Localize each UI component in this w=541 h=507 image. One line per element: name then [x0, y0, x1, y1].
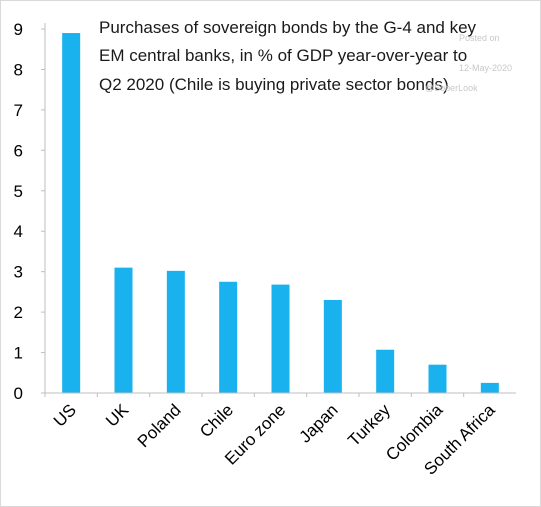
title-line-2: EM central banks, in % of GDP year-over-… — [99, 46, 467, 65]
bar-south-africa — [480, 382, 499, 393]
bar-turkey — [376, 349, 395, 393]
y-tick-label: 5 — [14, 182, 23, 201]
y-tick-label: 8 — [14, 60, 23, 79]
title-line-3: Q2 2020 (Chile is buying private sector … — [99, 75, 449, 94]
bar-poland — [166, 270, 185, 393]
bar-japan — [323, 299, 342, 393]
y-tick-label: 1 — [14, 344, 23, 363]
bar-colombia — [428, 364, 447, 393]
y-tick-label: 4 — [14, 222, 23, 241]
bars-layer — [62, 33, 499, 394]
y-tick-layer: 0 1 2 3 4 5 6 7 8 9 — [14, 20, 45, 403]
y-tick-label: 6 — [14, 141, 23, 160]
x-category-label: Turkey — [344, 400, 394, 450]
y-tick-label: 2 — [14, 303, 23, 322]
bar-uk — [114, 267, 133, 393]
y-tick-label: 0 — [14, 384, 23, 403]
y-tick-label: 9 — [14, 20, 23, 39]
bar-chile — [219, 281, 238, 393]
x-category-label: Chile — [196, 400, 237, 441]
watermark-handle: @SoberLook — [425, 83, 478, 93]
axes-layer — [44, 23, 516, 394]
x-category-label: Poland — [134, 400, 185, 451]
bar-euro-zone — [271, 284, 290, 393]
watermark: Posted on 12-May-2020 @SoberLook — [425, 33, 512, 93]
title-line-1: Purchases of sovereign bonds by the G-4 … — [99, 18, 477, 37]
y-tick-label: 7 — [14, 101, 23, 120]
x-category-label: Japan — [295, 400, 341, 446]
chart-title: Purchases of sovereign bonds by the G-4 … — [99, 18, 477, 94]
x-category-label: UK — [102, 400, 133, 431]
y-tick-label: 3 — [14, 263, 23, 282]
bar-us — [62, 33, 81, 394]
watermark-posted: Posted on — [459, 33, 500, 43]
x-category-label: US — [50, 400, 80, 430]
watermark-date: 12-May-2020 — [459, 63, 512, 73]
